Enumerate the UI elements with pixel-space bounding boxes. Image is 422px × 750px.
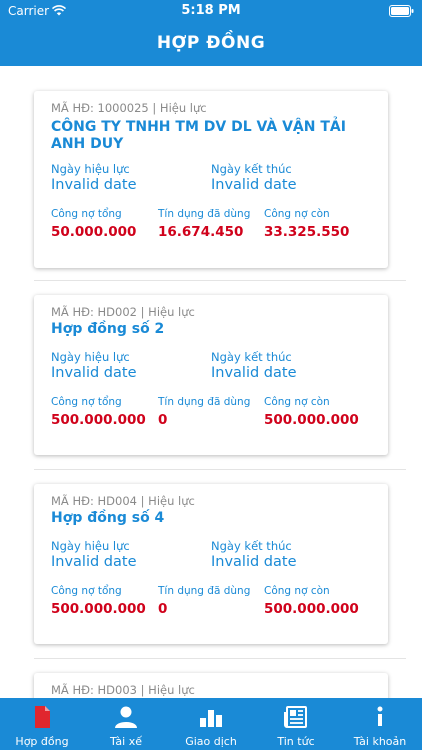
tab-drivers[interactable]: Tài xế	[84, 698, 168, 750]
tab-label: Tài xế	[109, 735, 142, 748]
remaining-debt-label: Công nợ còn	[264, 585, 330, 597]
credit-used-value: 0	[158, 412, 168, 428]
contract-meta: MÃ HĐ: HD002 | Hiệu lực	[51, 305, 195, 319]
contract-name: Hợp đồng số 2	[51, 321, 165, 337]
contract-meta: MÃ HĐ: HD003 | Hiệu lực	[51, 683, 195, 697]
tab-label: Giao dịch	[185, 735, 237, 748]
contract-card[interactable]: MÃ HĐ: 1000025 | Hiệu lực CÔNG TY TNHH T…	[34, 91, 388, 268]
start-date-value: Invalid date	[51, 554, 137, 570]
credit-used-label: Tín dụng đã dùng	[158, 585, 251, 597]
contract-meta: MÃ HĐ: HD004 | Hiệu lực	[51, 494, 195, 508]
carrier-label: Carrier	[8, 4, 50, 18]
total-debt-value: 500.000.000	[51, 601, 146, 617]
battery-icon	[389, 5, 414, 17]
credit-used-label: Tín dụng đã dùng	[158, 208, 251, 220]
credit-used-value: 16.674.450	[158, 224, 244, 240]
contract-name: CÔNG TY TNHH TM DV DL VÀ VẬN TẢI ANH DUY	[51, 119, 346, 152]
wifi-icon	[52, 5, 66, 16]
end-date-label: Ngày kết thúc	[211, 350, 292, 364]
status-time: 5:18 PM	[181, 3, 241, 18]
total-debt-value: 500.000.000	[51, 412, 146, 428]
end-date-value: Invalid date	[211, 177, 297, 193]
end-date-value: Invalid date	[211, 554, 297, 570]
page-title: HỢP ĐỒNG	[156, 33, 266, 53]
contract-list[interactable]: MÃ HĐ: 1000025 | Hiệu lực CÔNG TY TNHH T…	[0, 66, 422, 698]
end-date-label: Ngày kết thúc	[211, 162, 292, 176]
list-divider	[34, 469, 406, 470]
navigation-bar: HỢP ĐỒNG	[0, 22, 422, 66]
account-info-icon	[377, 706, 383, 726]
tab-label: Hợp đồng	[15, 735, 69, 748]
end-date-label: Ngày kết thúc	[211, 539, 292, 553]
status-bar: Carrier 5:18 PM	[0, 0, 422, 22]
remaining-debt-label: Công nợ còn	[264, 208, 330, 220]
driver-person-icon	[115, 706, 137, 728]
contract-card[interactable]: MÃ HĐ: HD003 | Hiệu lực	[34, 673, 388, 698]
tab-label: Tài khoản	[353, 735, 407, 748]
list-divider	[34, 280, 406, 281]
contract-meta: MÃ HĐ: 1000025 | Hiệu lực	[51, 101, 207, 115]
transactions-bar-chart-icon	[200, 710, 222, 727]
start-date-label: Ngày hiệu lực	[51, 539, 130, 553]
tab-bar: Hợp đồng Tài xế Giao dịch Tin tức	[0, 698, 422, 750]
tab-contracts[interactable]: Hợp đồng	[0, 698, 84, 750]
list-divider	[34, 658, 406, 659]
remaining-debt-value: 500.000.000	[264, 412, 359, 428]
remaining-debt-label: Công nợ còn	[264, 396, 330, 408]
total-debt-label: Công nợ tổng	[51, 585, 122, 597]
credit-used-value: 0	[158, 601, 168, 617]
tab-label: Tin tức	[277, 735, 315, 748]
tab-transactions[interactable]: Giao dịch	[168, 698, 254, 750]
total-debt-label: Công nợ tổng	[51, 208, 122, 220]
remaining-debt-value: 33.325.550	[264, 224, 350, 240]
tab-account[interactable]: Tài khoản	[338, 698, 422, 750]
contract-card[interactable]: MÃ HĐ: HD002 | Hiệu lực Hợp đồng số 2 Ng…	[34, 295, 388, 455]
credit-used-label: Tín dụng đã dùng	[158, 396, 251, 408]
news-newspaper-icon	[284, 706, 307, 728]
contract-name: Hợp đồng số 4	[51, 510, 165, 526]
start-date-value: Invalid date	[51, 177, 137, 193]
end-date-value: Invalid date	[211, 365, 297, 381]
remaining-debt-value: 500.000.000	[264, 601, 359, 617]
contract-card[interactable]: MÃ HĐ: HD004 | Hiệu lực Hợp đồng số 4 Ng…	[34, 484, 388, 644]
tab-news[interactable]: Tin tức	[254, 698, 338, 750]
start-date-label: Ngày hiệu lực	[51, 162, 130, 176]
start-date-label: Ngày hiệu lực	[51, 350, 130, 364]
total-debt-value: 50.000.000	[51, 224, 137, 240]
total-debt-label: Công nợ tổng	[51, 396, 122, 408]
start-date-value: Invalid date	[51, 365, 137, 381]
contract-document-icon	[35, 706, 50, 728]
